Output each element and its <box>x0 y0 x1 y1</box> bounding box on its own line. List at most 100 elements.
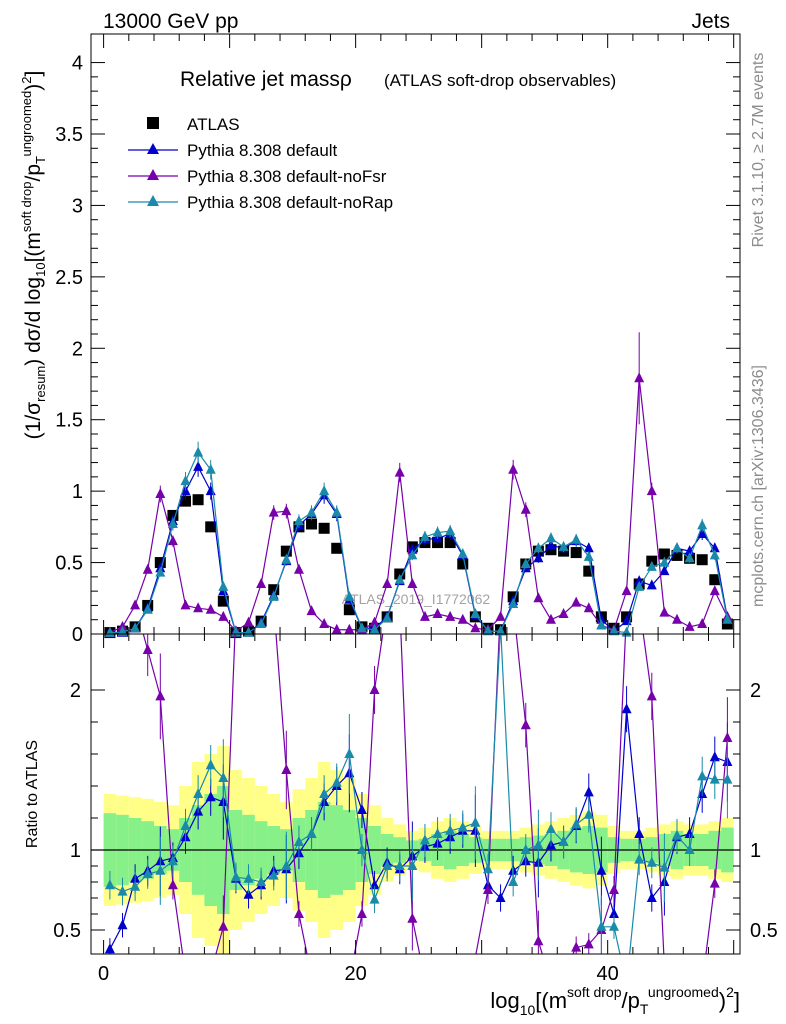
mc-data-point <box>130 622 141 633</box>
mc-data-point <box>167 535 178 546</box>
legend-label-norap: Pythia 8.308 default-noRap <box>187 193 393 212</box>
mc-data-point <box>369 623 380 634</box>
mc-data-point <box>193 460 204 471</box>
ratio-data-point <box>520 844 531 854</box>
atlas-data-point <box>658 548 670 560</box>
ratio-data-point <box>356 908 367 918</box>
legend: ATLAS Pythia 8.308 default Pythia 8.308 … <box>128 115 393 212</box>
mc-data-point <box>697 519 708 530</box>
mc-data-point <box>407 578 418 588</box>
ratio-data-point <box>583 786 594 797</box>
atlas-data-point <box>180 495 192 507</box>
plot-title: Relative jet massρ <box>180 68 352 91</box>
atlas-data-point <box>306 518 318 530</box>
ratio-ytick-label: 2 <box>70 680 81 702</box>
ratio-data-point <box>306 828 317 838</box>
mc-data-point <box>432 608 443 618</box>
mc-data-point <box>205 463 216 474</box>
mc-data-point <box>634 580 645 591</box>
atlas-data-point <box>696 554 708 566</box>
mc-data-point <box>558 540 569 551</box>
mc-data-point <box>646 579 657 590</box>
mc-data-point <box>445 610 456 621</box>
mc-data-point <box>218 580 229 591</box>
ratio-data-point <box>167 855 178 866</box>
mc-data-point <box>281 553 292 564</box>
ratio-data-point <box>356 804 367 814</box>
ratio-data-point <box>608 884 619 894</box>
atlas-data-point <box>583 565 595 577</box>
mc-data-point <box>142 603 153 614</box>
mc-data-point <box>180 475 191 486</box>
atlas-data-point <box>721 618 733 630</box>
ratio-data-point <box>533 839 544 850</box>
atlas-data-point <box>343 604 355 616</box>
ratio-data-point <box>193 788 204 798</box>
ratio-data-point <box>407 912 418 923</box>
main-ytick-label: 4 <box>72 53 83 75</box>
mc-data-point <box>533 542 544 553</box>
rivet-version-label: Rivet 3.1.10, ≥ 2.7M events <box>750 53 767 248</box>
atlas-data-point <box>709 574 721 586</box>
mc-data-point <box>709 549 720 560</box>
mc-data-point <box>419 610 430 621</box>
ratio-ylabel: Ratio to ATLAS <box>24 740 41 848</box>
ratio-data-point <box>117 919 128 930</box>
ratio-data-point <box>419 834 430 845</box>
atlas-data-point <box>192 494 204 506</box>
ratio-data-point <box>243 872 254 883</box>
ratio-data-point <box>646 856 657 867</box>
ratio-data-point <box>369 879 380 890</box>
legend-label-atlas: ATLAS <box>187 115 240 134</box>
ratio-data-point <box>155 864 166 875</box>
ratio-data-point <box>142 868 153 878</box>
ratio-data-point <box>205 791 216 802</box>
ratio-data-point <box>533 935 544 946</box>
ratio-ytick-label-right: 1 <box>750 840 761 862</box>
ratio-data-point <box>382 860 393 870</box>
mc-data-point <box>684 620 695 631</box>
header-left: 13000 GeV pp <box>103 10 238 33</box>
mc-data-point <box>382 612 393 623</box>
ratio-data-point <box>558 836 569 846</box>
mc-data-point <box>218 610 229 621</box>
ratio-data-point <box>621 703 632 714</box>
ratio-data-point <box>709 877 720 888</box>
mc-data-point <box>684 552 695 563</box>
mc-data-point <box>671 613 682 624</box>
ratio-data-point <box>432 828 443 838</box>
ratio-data-point <box>344 748 355 758</box>
ratio-xtick-label: 20 <box>345 963 367 985</box>
ratio-data-point <box>445 824 456 835</box>
ratio-data-point <box>482 863 493 874</box>
mc-data-point <box>697 618 708 628</box>
ratio-data-point <box>608 920 619 931</box>
series-atlas <box>104 494 733 639</box>
mcplots-label: mcplots.cern.ch [arXiv:1306.3436] <box>750 365 767 607</box>
mc-data-point <box>331 623 342 634</box>
ratio-xtick-label: 0 <box>98 963 109 985</box>
legend-marker-norap <box>147 195 159 206</box>
ratio-data-point <box>634 853 645 864</box>
mc-data-point <box>583 542 594 553</box>
mc-data-point <box>545 539 556 550</box>
mc-data-point <box>407 549 418 560</box>
ratio-data-point <box>659 861 670 872</box>
ratio-data-point <box>482 884 493 894</box>
ratio-data-point <box>508 876 519 886</box>
ratio-data-point <box>142 644 153 654</box>
mc-data-point <box>268 590 279 601</box>
main-ylabel: (1/σresum) dσ/d log10[(msoft drop/pTungr… <box>19 71 48 440</box>
ratio-data-point <box>394 860 405 870</box>
main-ytick-label: 0 <box>72 624 83 646</box>
mc-data-point <box>722 613 733 624</box>
mc-data-point <box>205 485 216 496</box>
analysis-watermark: ATLAS_2019_I1772062 <box>342 591 491 607</box>
mc-data-point <box>508 598 519 608</box>
ratio-data-point <box>571 818 582 829</box>
ratio-data-point <box>709 773 720 784</box>
ratio-ytick-label-right: 0.5 <box>750 920 778 942</box>
atlas-data-point <box>318 522 330 534</box>
mc-data-point <box>457 548 468 558</box>
